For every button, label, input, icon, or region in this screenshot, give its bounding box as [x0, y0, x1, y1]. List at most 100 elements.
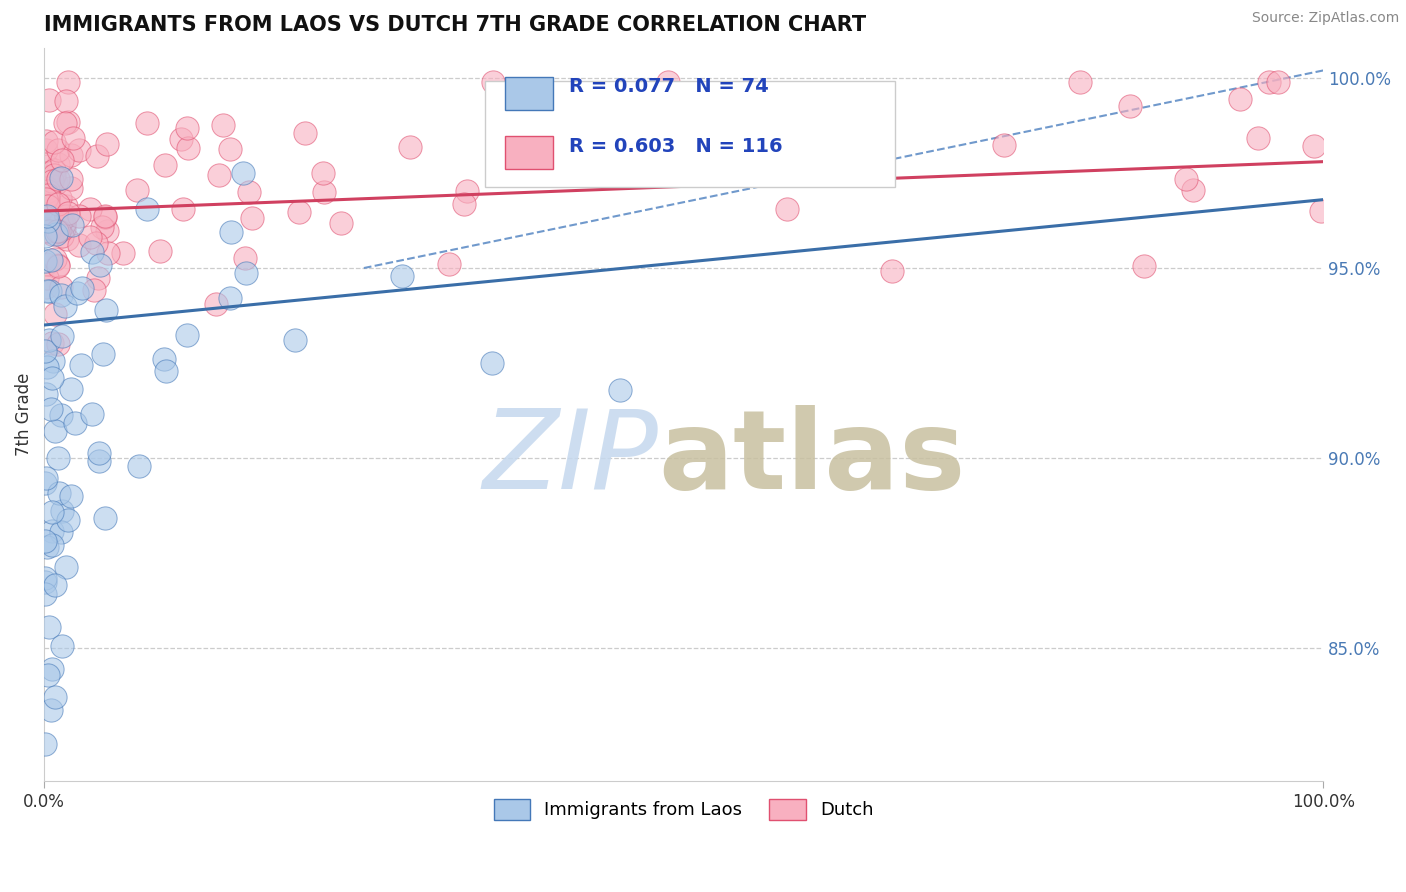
Point — [153, 158, 176, 172]
Point — [51, 229, 73, 244]
Point — [86, 149, 108, 163]
Point — [125, 183, 148, 197]
Point — [41, 524, 63, 538]
Point — [96, 224, 118, 238]
Point — [46, 258, 69, 272]
Point — [59, 172, 82, 186]
Point — [44, 252, 66, 267]
Point — [35, 541, 58, 555]
Point — [60, 180, 83, 194]
Text: R = 0.077   N = 74: R = 0.077 N = 74 — [568, 77, 768, 95]
Point — [56, 232, 79, 246]
Point — [35, 284, 58, 298]
Point — [136, 116, 159, 130]
Point — [169, 131, 191, 145]
Point — [456, 184, 478, 198]
Point — [219, 142, 242, 156]
Point — [39, 253, 62, 268]
Point — [34, 571, 56, 585]
Point — [34, 737, 56, 751]
Point — [94, 211, 117, 225]
Point — [482, 75, 505, 89]
Point — [721, 114, 744, 128]
Point — [55, 559, 77, 574]
Point — [79, 202, 101, 217]
Point — [1182, 183, 1205, 197]
Point — [66, 286, 89, 301]
Point — [34, 228, 56, 243]
Point — [49, 288, 72, 302]
Point — [1174, 172, 1197, 186]
Text: Source: ZipAtlas.com: Source: ZipAtlas.com — [1251, 12, 1399, 25]
Point — [41, 505, 63, 519]
Point — [1303, 138, 1326, 153]
Text: IMMIGRANTS FROM LAOS VS DUTCH 7TH GRADE CORRELATION CHART: IMMIGRANTS FROM LAOS VS DUTCH 7TH GRADE … — [44, 15, 866, 35]
Point — [1309, 204, 1331, 219]
Point — [44, 163, 66, 178]
Point — [284, 334, 307, 348]
Point — [35, 359, 58, 374]
Point — [51, 329, 73, 343]
Point — [34, 211, 56, 225]
Point — [94, 209, 117, 223]
Point — [51, 408, 73, 422]
Point — [70, 358, 93, 372]
Point — [609, 383, 631, 397]
Point — [49, 171, 72, 186]
Point — [96, 136, 118, 151]
Point — [35, 181, 58, 195]
Point — [97, 245, 120, 260]
Point — [79, 230, 101, 244]
Point — [35, 470, 58, 484]
Point — [80, 407, 103, 421]
Point — [776, 202, 799, 217]
Point — [41, 371, 63, 385]
Point — [232, 166, 254, 180]
Point — [34, 254, 56, 268]
Point — [437, 257, 460, 271]
Point — [37, 192, 59, 206]
Point — [399, 140, 422, 154]
Point — [1247, 130, 1270, 145]
Point — [53, 220, 76, 235]
Point — [219, 291, 242, 305]
Point — [46, 224, 69, 238]
Point — [55, 209, 77, 223]
Point — [35, 387, 58, 401]
Point — [172, 202, 194, 216]
Point — [38, 619, 60, 633]
Point — [37, 668, 59, 682]
Point — [70, 281, 93, 295]
Point — [46, 197, 69, 211]
Point — [42, 135, 65, 149]
Point — [46, 143, 69, 157]
Point — [51, 153, 73, 168]
Point — [238, 185, 260, 199]
Point — [87, 454, 110, 468]
Point — [55, 94, 77, 108]
Point — [35, 209, 58, 223]
Point — [312, 166, 335, 180]
Point — [453, 196, 475, 211]
Point — [51, 525, 73, 540]
Point — [38, 284, 60, 298]
Point — [153, 352, 176, 367]
Point — [60, 489, 83, 503]
Point — [67, 209, 90, 223]
Point — [45, 219, 67, 233]
Point — [46, 450, 69, 465]
Point — [67, 143, 90, 157]
Point — [35, 143, 58, 157]
Point — [312, 185, 335, 199]
Point — [219, 225, 242, 239]
Point — [48, 223, 70, 237]
Point — [60, 218, 83, 232]
Point — [1257, 75, 1279, 89]
Point — [37, 184, 59, 198]
Point — [44, 307, 66, 321]
Point — [58, 115, 80, 129]
Point — [39, 703, 62, 717]
Point — [51, 639, 73, 653]
Point — [65, 416, 87, 430]
Point — [45, 212, 67, 227]
